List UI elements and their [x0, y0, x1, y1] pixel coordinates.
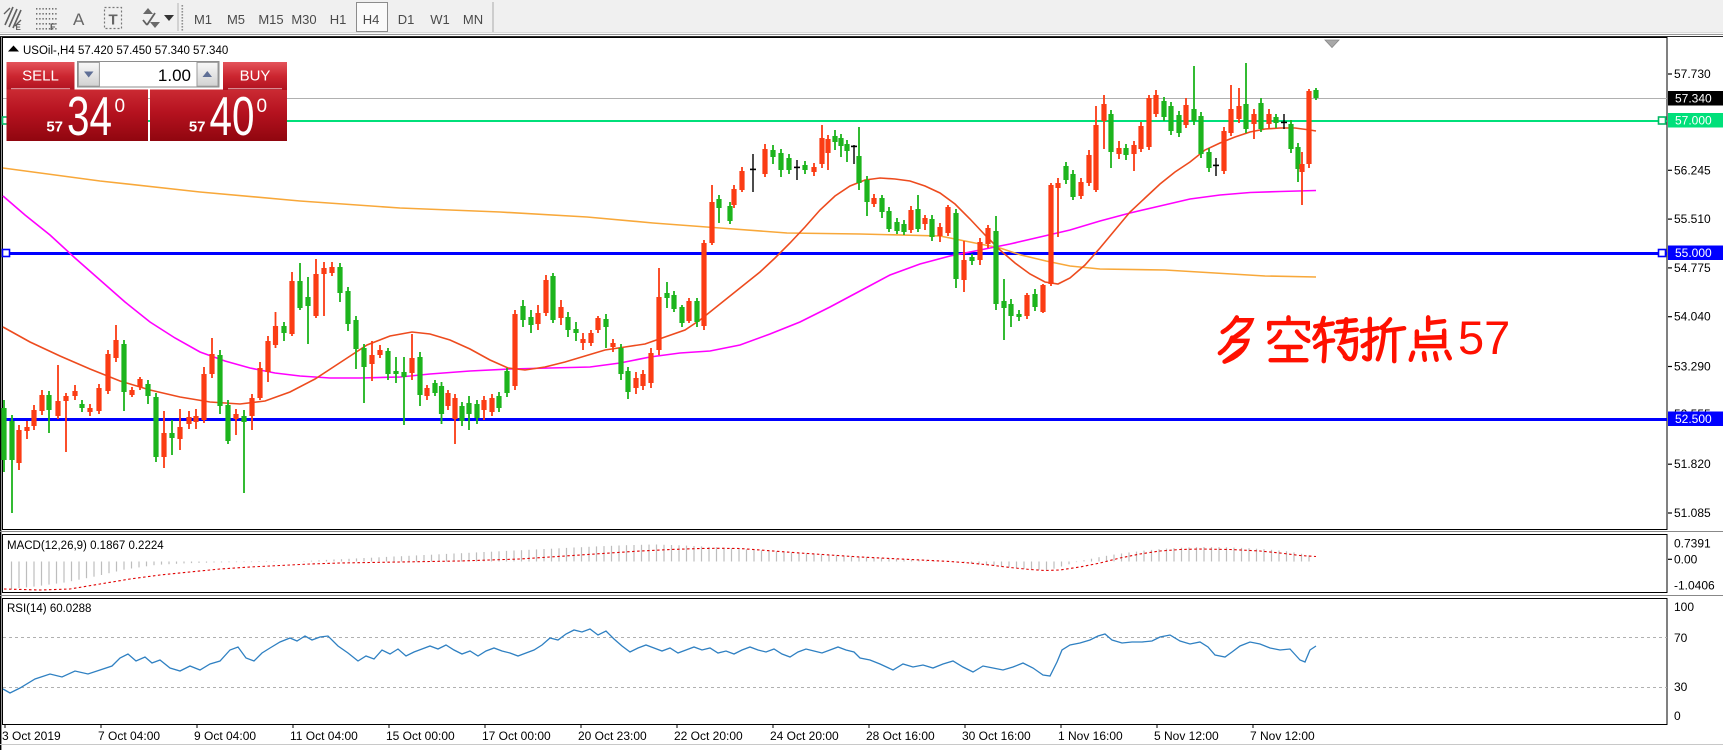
svg-text:20 Oct 23:00: 20 Oct 23:00	[578, 729, 647, 743]
svg-text:H1: H1	[330, 12, 347, 27]
svg-text:28 Oct 16:00: 28 Oct 16:00	[866, 729, 935, 743]
svg-text:51.085: 51.085	[1674, 506, 1711, 520]
svg-text:SELL: SELL	[22, 68, 59, 85]
svg-text:15 Oct 00:00: 15 Oct 00:00	[386, 729, 455, 743]
svg-text:3 Oct 2019: 3 Oct 2019	[2, 729, 61, 743]
svg-text:53.290: 53.290	[1674, 360, 1711, 374]
svg-text:A: A	[73, 10, 85, 29]
svg-text:T: T	[109, 12, 118, 29]
svg-text:40: 40	[210, 85, 255, 147]
svg-text:24 Oct 20:00: 24 Oct 20:00	[770, 729, 839, 743]
svg-text:BUY: BUY	[240, 68, 271, 85]
svg-text:56.245: 56.245	[1674, 163, 1711, 177]
svg-text:USOil-,H4 57.420 57.450 57.34: USOil-,H4 57.420 57.450 57.340 57.340	[23, 45, 228, 57]
svg-text:57.000: 57.000	[1675, 114, 1712, 128]
svg-text:1.00: 1.00	[158, 66, 191, 85]
svg-text:55.000: 55.000	[1675, 246, 1712, 260]
svg-text:RSI(14) 60.0288: RSI(14) 60.0288	[7, 603, 91, 615]
svg-text:7 Nov 12:00: 7 Nov 12:00	[1250, 729, 1315, 743]
svg-text:0.00: 0.00	[1674, 552, 1698, 566]
svg-text:57: 57	[189, 119, 206, 136]
svg-text:0: 0	[1674, 709, 1681, 723]
svg-text:57: 57	[46, 119, 63, 136]
svg-text:57.730: 57.730	[1674, 67, 1711, 81]
svg-text:-1.0406: -1.0406	[1674, 579, 1715, 593]
svg-text:M1: M1	[194, 12, 212, 27]
svg-text:57.340: 57.340	[1675, 92, 1712, 106]
svg-text:30 Oct 16:00: 30 Oct 16:00	[962, 729, 1031, 743]
svg-text:MN: MN	[463, 12, 483, 27]
svg-text:5 Nov 12:00: 5 Nov 12:00	[1154, 729, 1219, 743]
svg-text:17 Oct 00:00: 17 Oct 00:00	[482, 729, 551, 743]
svg-text:M15: M15	[258, 12, 283, 27]
svg-text:100: 100	[1674, 600, 1694, 614]
svg-text:M5: M5	[227, 12, 245, 27]
svg-text:51.820: 51.820	[1674, 457, 1711, 471]
svg-text:0.7391: 0.7391	[1674, 537, 1711, 551]
svg-text:0: 0	[257, 96, 268, 117]
svg-text:57: 57	[1458, 311, 1510, 364]
svg-text:E: E	[16, 23, 22, 32]
svg-text:22 Oct 20:00: 22 Oct 20:00	[674, 729, 743, 743]
svg-text:W1: W1	[430, 12, 450, 27]
svg-text:11 Oct 04:00: 11 Oct 04:00	[290, 729, 358, 743]
svg-text:52.500: 52.500	[1675, 412, 1712, 426]
svg-text:9 Oct 04:00: 9 Oct 04:00	[194, 729, 256, 743]
svg-text:54.040: 54.040	[1674, 310, 1711, 324]
svg-text:0: 0	[115, 96, 126, 117]
svg-text:55.510: 55.510	[1674, 212, 1711, 226]
svg-text:D1: D1	[398, 12, 415, 27]
svg-text:1 Nov 16:00: 1 Nov 16:00	[1058, 729, 1123, 743]
svg-text:7 Oct 04:00: 7 Oct 04:00	[98, 729, 160, 743]
svg-text:H4: H4	[363, 12, 380, 27]
svg-text:F: F	[50, 22, 56, 32]
svg-text:M30: M30	[291, 12, 316, 27]
svg-text:34: 34	[67, 85, 112, 147]
svg-text:MACD(12,26,9) 0.1867 0.2224: MACD(12,26,9) 0.1867 0.2224	[7, 540, 164, 552]
svg-text:30: 30	[1674, 680, 1688, 694]
svg-text:54.775: 54.775	[1674, 261, 1711, 275]
svg-text:70: 70	[1674, 631, 1688, 645]
